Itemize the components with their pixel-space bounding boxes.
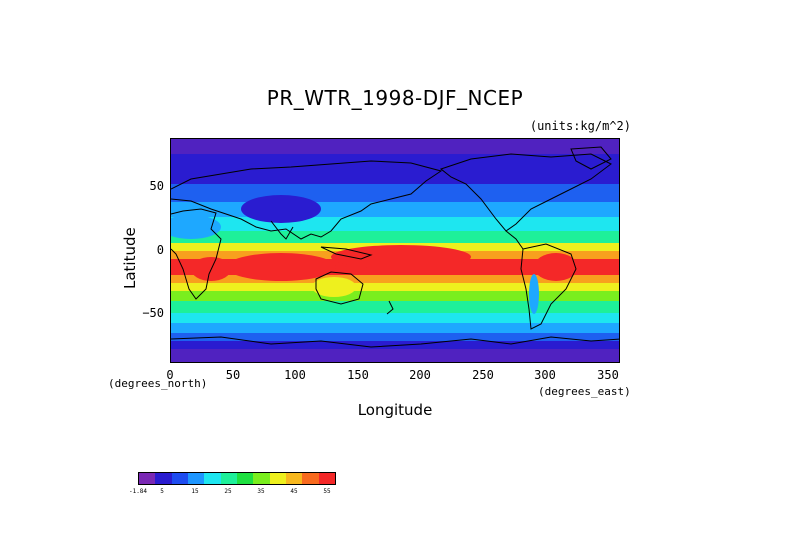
colorbar-segment (220, 473, 237, 484)
colorbar-tick-4: 35 (257, 488, 265, 495)
band-cool-north (171, 184, 619, 202)
x-tick-150: 150 (347, 368, 369, 382)
andes-dry-strip (529, 274, 539, 314)
colorbar-tick-5: 45 (290, 488, 298, 495)
colorbar-tick-6: 55 (323, 488, 331, 495)
colorbar-tick-1: 5 (160, 488, 164, 495)
australia-dry-region (312, 277, 356, 297)
y-tick-0: 0 (156, 243, 164, 257)
map-title: PR_WTR_1998-DJF_NCEP (266, 86, 524, 110)
units-label: (units:kg/m^2) (529, 119, 631, 133)
north-america-coastline (439, 153, 612, 232)
colorbar-segment (285, 473, 303, 484)
y-axis-unit: (degrees_north) (108, 377, 208, 390)
greenland-coastline (570, 146, 612, 170)
colorbar-segment (318, 473, 335, 484)
band-temperate-north (171, 217, 619, 231)
x-axis-unit: (degrees_east) (538, 385, 631, 398)
antarctica-coastline (171, 336, 619, 348)
band-cool-south (171, 333, 619, 341)
west-pacific-warm-pool (331, 245, 471, 269)
band-cold-north (171, 154, 619, 184)
x-tick-50: 50 (225, 368, 241, 382)
sahara-dry-region (171, 215, 221, 239)
x-tick-350: 350 (597, 368, 619, 382)
central-america-coastline (505, 230, 524, 250)
band-polar-south (171, 349, 619, 362)
colorbar-segment (269, 473, 286, 484)
eurasia-coastline (171, 160, 443, 240)
band-mild-north (171, 202, 619, 217)
y-tick-minus-50: −50 (142, 306, 164, 320)
y-tick-50: 50 (149, 179, 164, 193)
band-warm-south (171, 301, 619, 313)
x-tick-200: 200 (409, 368, 431, 382)
colorbar-tick-0: -1.84 (128, 488, 148, 495)
colorbar-segment (204, 473, 221, 484)
new-zealand-coastline (386, 300, 394, 315)
x-tick-300: 300 (534, 368, 556, 382)
band-warm-north (171, 231, 619, 243)
y-axis-label: Latitude (121, 227, 139, 289)
band-cold-south (171, 341, 619, 349)
x-tick-100: 100 (284, 368, 306, 382)
colorbar-segment (155, 473, 172, 484)
coastlines (171, 146, 619, 348)
himalaya-dry-region (241, 195, 321, 223)
colorbar-segment (139, 473, 156, 484)
colorbar-segment (187, 473, 205, 484)
colorbar-segment (302, 473, 319, 484)
precipitable-water-map (170, 138, 620, 363)
australia-coastline (315, 271, 364, 305)
amazon-moist-region (534, 253, 578, 281)
indian-ocean-warm-pool (226, 253, 336, 281)
band-humid-south (171, 283, 619, 291)
colorbar (138, 472, 336, 485)
africa-coastline (171, 208, 222, 300)
x-tick-250: 250 (472, 368, 494, 382)
colorbar-segment (253, 473, 270, 484)
band-polar-north (171, 139, 619, 154)
x-axis-label: Longitude (357, 401, 433, 419)
south-america-coastline (520, 243, 577, 330)
indonesia-coastline (320, 246, 373, 260)
colorbar-tick-2: 15 (191, 488, 199, 495)
band-mild-south (171, 323, 619, 333)
x-tick-0: 0 (166, 368, 174, 382)
colorbar-segment (171, 473, 188, 484)
band-very-humid-south (171, 275, 619, 283)
colorbar-tick-3: 25 (224, 488, 232, 495)
band-warmer-south (171, 291, 619, 301)
map-canvas (171, 139, 619, 362)
band-temperate-south (171, 313, 619, 323)
colorbar-segment (236, 473, 254, 484)
india-coastline (270, 220, 294, 240)
